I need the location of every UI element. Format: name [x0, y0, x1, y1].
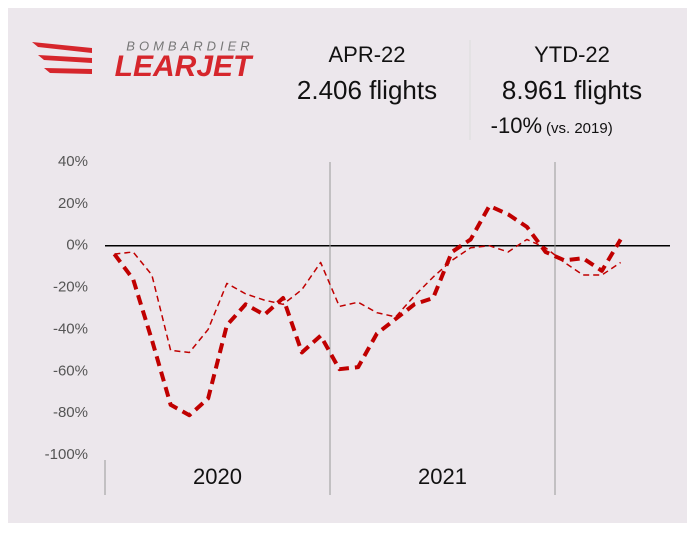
ytd-change: -10%	[491, 113, 542, 138]
y-tick-label: 0%	[66, 237, 88, 254]
logo-swoosh	[44, 68, 92, 74]
logo-swoosh	[38, 55, 92, 63]
logo: BOMBARDIER LEARJET	[32, 38, 254, 83]
ytd-value: 8.961 flights	[502, 75, 642, 105]
year-label: 2020	[193, 464, 242, 489]
panel	[8, 8, 687, 523]
ytd-label: YTD-22	[534, 42, 610, 67]
y-tick-label: -80%	[53, 404, 88, 421]
brand-top: BOMBARDIER	[126, 38, 253, 53]
y-tick-label: 20%	[58, 195, 88, 212]
y-tick-label: -60%	[53, 362, 88, 379]
year-label: 2021	[418, 464, 467, 489]
y-tick-label: 40%	[58, 153, 88, 170]
brand: LEARJET	[115, 50, 254, 83]
y-tick-label: -40%	[53, 320, 88, 337]
month-label: APR-22	[328, 42, 405, 67]
month-value: 2.406 flights	[297, 75, 437, 105]
logo-swoosh	[32, 42, 92, 53]
data-line	[114, 238, 622, 354]
ytd-change-note: (vs. 2019)	[546, 120, 613, 137]
y-tick-label: -20%	[53, 279, 88, 296]
data-line	[112, 203, 623, 418]
y-tick-label: -100%	[45, 446, 88, 463]
